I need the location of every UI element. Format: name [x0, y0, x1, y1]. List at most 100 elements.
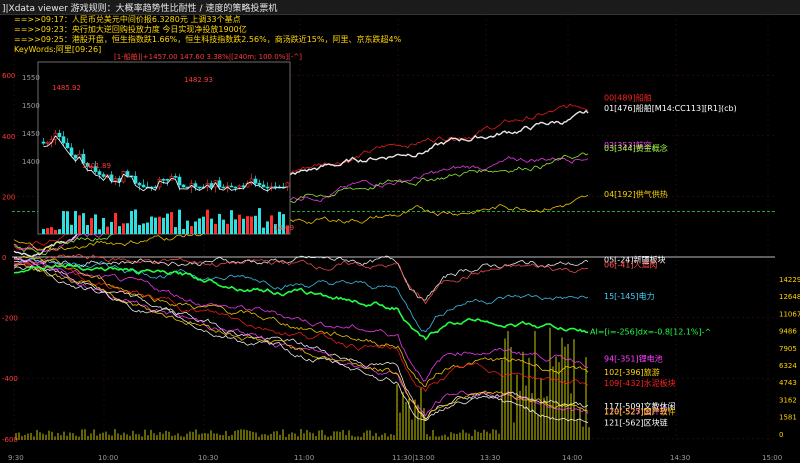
inset-volume-bar — [266, 221, 269, 234]
inset-volume-bar — [150, 216, 153, 234]
volume-axis-tick-label: 1581 — [779, 414, 797, 422]
inset-volume-bar — [162, 217, 165, 234]
candle-body — [253, 178, 258, 184]
candle-body — [157, 178, 162, 188]
candle-body — [161, 178, 166, 181]
volume-axis-tick-label: 11067 — [779, 310, 800, 318]
volume-axis-tick-label: 12648 — [779, 293, 800, 301]
candle-body — [85, 163, 90, 167]
inset-volume-bar — [70, 224, 73, 234]
inset-volume-bar — [202, 216, 205, 234]
series-line — [13, 265, 589, 424]
window-title: ]|Xdata viewer 游戏规则：大概率趋势性比耐性 / 速度的策略投票机 — [2, 4, 278, 14]
x-axis-tick-label: 11:30|13:00 — [392, 454, 435, 462]
inset-volume-bar — [66, 211, 69, 234]
inset-volume-bar — [206, 209, 209, 234]
series-label: 00[489]船舶 — [604, 92, 652, 102]
candle-body — [217, 180, 222, 188]
inset-volume-bar — [134, 209, 137, 234]
news-feed: ==>>09:17：人民币兑美元中间价报6.3280元 上调33个基点 ==>>… — [14, 15, 401, 55]
volume-axis-tick-label: 4743 — [779, 379, 797, 387]
candle-body — [193, 183, 198, 188]
series-line — [13, 261, 588, 382]
candle-body — [181, 184, 186, 188]
candle-body — [249, 178, 254, 184]
candle-body — [265, 186, 270, 189]
inset-volume-bar — [222, 219, 225, 234]
inset-annotation: 1401.89 — [82, 162, 111, 170]
inset-ma-line — [43, 135, 288, 192]
inset-volume-bar — [170, 212, 173, 234]
y-axis-tick-label: -400 — [2, 375, 18, 383]
y-axis-tick-label: -600 — [2, 436, 18, 444]
inset-price-label: 1450 — [22, 130, 40, 138]
series-label: 05[-24]新疆板块 — [604, 254, 666, 264]
inset-volume-bar — [234, 219, 237, 234]
series-label: 102[-396]旅游 — [604, 367, 660, 377]
inset-volume-bar — [46, 228, 49, 234]
inset-volume-bar — [274, 224, 277, 234]
inset-volume-bar — [258, 208, 261, 234]
inset-volume-bar — [106, 226, 109, 234]
inset-header: [1-船舶]|+1457.00 147.60 3.38%|[240m; 100.… — [114, 52, 302, 61]
highlighted-series-label: AI=[i=-256]dx=-0.8[12.1%]-^ — [590, 328, 711, 337]
inset-volume-bar — [50, 227, 53, 234]
inset-volume-bar — [286, 226, 289, 234]
inset-volume-bar — [98, 229, 101, 234]
candle-body — [101, 174, 106, 177]
inset-volume-bar — [102, 217, 105, 234]
inset-annotation: 1482.93 — [184, 76, 213, 84]
x-axis-tick-label: 11:00 — [294, 454, 314, 462]
window-titlebar: ]|Xdata viewer 游戏规则：大概率趋势性比耐性 / 速度的策略投票机 — [0, 0, 800, 15]
series-line — [13, 257, 589, 417]
series-label: 04[192]供气供热 — [604, 189, 668, 199]
inset-volume-bar — [230, 210, 233, 234]
series-label: 121[-562]区块链 — [604, 417, 668, 427]
y-axis-tick-label: 0 — [2, 254, 6, 262]
series-label: 15[-145]电力 — [604, 291, 655, 301]
series-label: 02[353]航空 — [604, 140, 652, 150]
candle-body — [69, 147, 74, 156]
series-label: 109[-432]水泥板块 — [604, 378, 676, 388]
series-label: 01[476]船舶[M14:CC113][R1](cb) — [604, 103, 737, 113]
inset-volume-bar — [238, 214, 241, 234]
series-line — [13, 262, 589, 393]
inset-price-label: 1400 — [22, 158, 40, 166]
candle-body — [109, 174, 114, 181]
inset-volume-bar — [114, 212, 117, 234]
candle-body — [233, 186, 238, 189]
highlighted-series-line — [13, 264, 589, 341]
inset-volume-bar — [186, 220, 189, 234]
inset-volume-bar — [122, 223, 125, 234]
candle-body — [137, 182, 142, 186]
candle-body — [229, 185, 234, 188]
candle-body — [141, 184, 146, 188]
inset-annotation: 1485.92 — [52, 84, 81, 92]
series-line — [13, 255, 589, 301]
news-line: ==>>09:23：央行加大逆回购投放力度 今日实现净投放1900亿 — [14, 25, 247, 34]
inset-volume-bar — [154, 217, 157, 234]
candle-body — [221, 186, 226, 189]
inset-volume-bar — [214, 223, 217, 234]
y-axis-tick-label: 400 — [2, 133, 15, 141]
series-label: 120[-527]国产软件 — [604, 407, 676, 417]
inset-volume-bar — [182, 228, 185, 234]
inset-volume-bar — [42, 229, 45, 234]
inset-volume-bar — [210, 218, 213, 234]
volume-bars — [15, 327, 590, 440]
inset-volume-bar — [218, 213, 221, 234]
sector-chart[interactable]: [1-船舶]|+1457.00 147.60 3.38%|[240m; 100.… — [0, 14, 800, 463]
inset-price-label: 1500 — [22, 102, 40, 110]
news-line: ==>>09:17：人民币兑美元中间价报6.3280元 上调33个基点 — [14, 15, 241, 24]
candle-body — [77, 153, 82, 159]
series-line — [13, 194, 589, 252]
candle-body — [97, 171, 102, 175]
candle-body — [261, 184, 266, 188]
x-axis-tick-label: 9:30 — [8, 454, 24, 462]
candle-body — [209, 183, 214, 188]
series-line — [13, 253, 589, 305]
candle-body — [73, 154, 78, 159]
series-label: 117[-509]文教休闲 — [604, 401, 676, 411]
inset-volume-bar — [90, 218, 93, 234]
volume-axis-tick-label: 6324 — [779, 362, 797, 370]
